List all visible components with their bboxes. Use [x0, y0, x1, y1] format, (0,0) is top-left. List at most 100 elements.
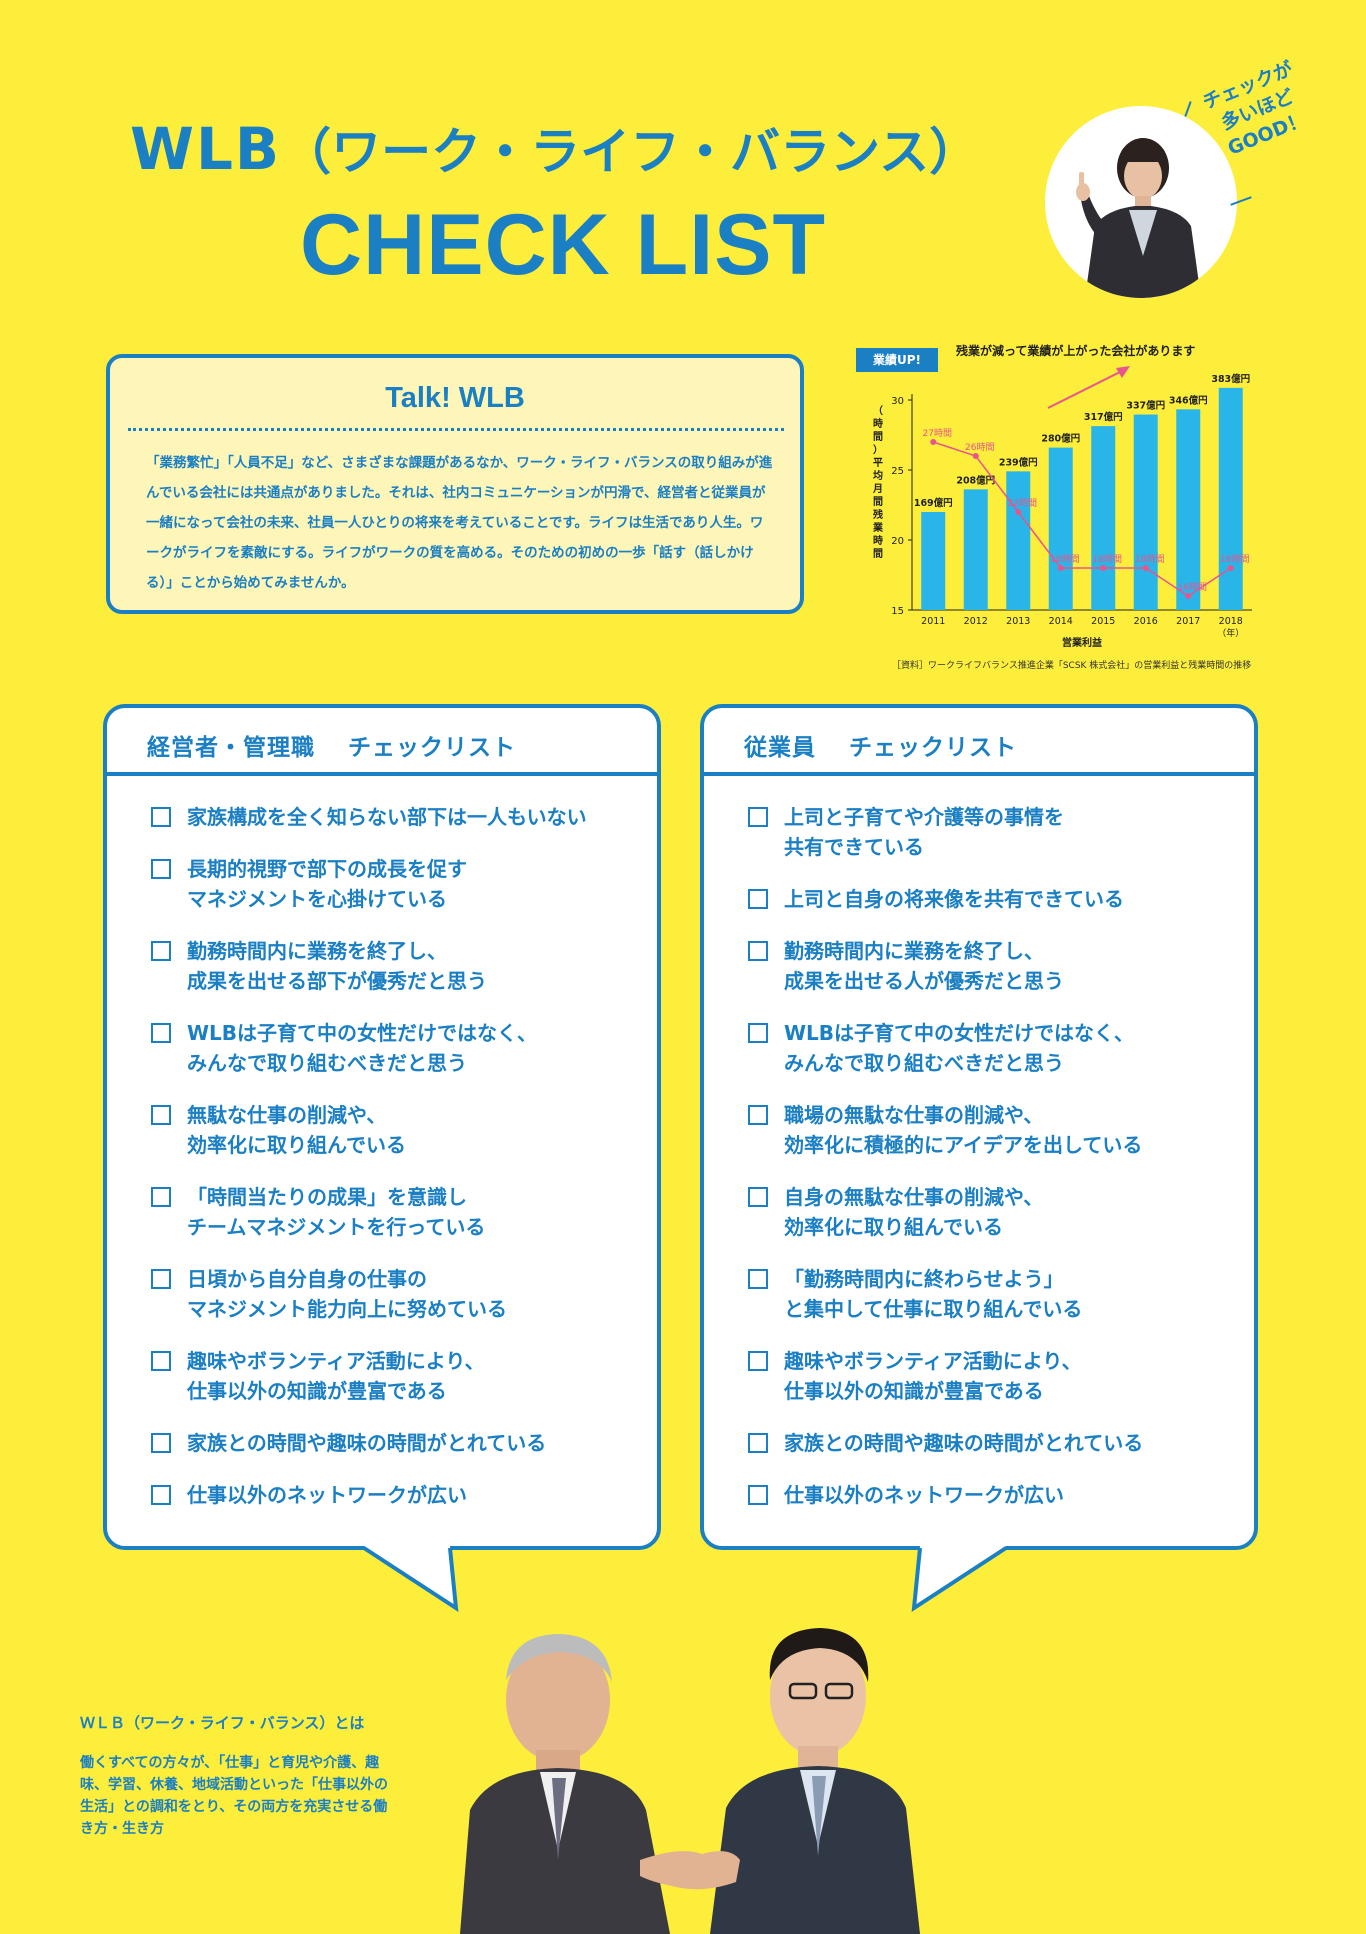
trend-arrow-head	[1116, 366, 1130, 378]
manager-checklist-item[interactable]: WLBは子育て中の女性だけではなく、 みんなで取り組むべきだと思う	[151, 1018, 651, 1078]
checklist-item-label: 自身の無駄な仕事の削減や、 効率化に取り組んでいる	[784, 1185, 1044, 1239]
manager-checklist-heading: 経営者・管理職 チェックリスト	[147, 735, 517, 761]
badge-caption: チェックが 多いほど GOOD！	[1178, 48, 1337, 173]
checkbox[interactable]	[748, 1105, 768, 1125]
checkbox[interactable]	[748, 1351, 768, 1371]
checklist-item-label: 勤務時間内に業務を終了し、 成果を出せる部下が優秀だと思う	[187, 939, 487, 993]
manager-checklist-header: 経営者・管理職 チェックリスト	[107, 708, 657, 776]
checkbox[interactable]	[151, 859, 171, 879]
profit-bar	[963, 489, 988, 610]
employee-checklist-panel: 従業員 チェックリスト 上司と子育てや介護等の事情を 共有できている上司と自身の…	[700, 704, 1258, 1550]
checkbox[interactable]	[748, 889, 768, 909]
checkbox[interactable]	[151, 1023, 171, 1043]
manager-checklist-item[interactable]: 仕事以外のネットワークが広い	[151, 1480, 651, 1510]
employee-checklist-heading: 従業員 チェックリスト	[744, 735, 1018, 761]
overtime-point	[1142, 565, 1149, 571]
checkbox[interactable]	[748, 1023, 768, 1043]
employee-checklist-item[interactable]: 「勤務時間内に終わらせよう」 と集中して仕事に取り組んでいる	[748, 1264, 1248, 1324]
checkbox[interactable]	[151, 807, 171, 827]
x-tick-label: 2013	[1006, 616, 1030, 627]
checkbox[interactable]	[151, 1433, 171, 1453]
checkbox[interactable]	[151, 1105, 171, 1125]
y-axis-label-char: 月	[872, 483, 883, 495]
y-tick-label: 15	[891, 606, 904, 617]
y-axis-label-char: 間	[873, 496, 883, 508]
employee-checklist-item[interactable]: 勤務時間内に業務を終了し、 成果を出せる人が優秀だと思う	[748, 936, 1248, 996]
chart: 業績UP! 残業が減って業績が上がった会社があります 15 20 25 30 （時間）平…	[856, 338, 1256, 678]
checkbox[interactable]	[748, 941, 768, 961]
wlb-definition-body: 働くすべての方々が、「仕事」と育児や介護、趣味、学習、休養、地域活動といった「仕…	[80, 1755, 388, 1837]
overtime-line	[933, 441, 1232, 597]
x-tick-label: 2014	[1049, 616, 1073, 627]
title-main: WLB	[130, 115, 282, 183]
checklist-item-label: WLBは子育て中の女性だけではなく、 みんなで取り組むべきだと思う	[784, 1021, 1135, 1075]
manager-checklist-item[interactable]: 「時間当たりの成果」を意識し チームマネジメントを行っている	[151, 1182, 651, 1242]
checkbox[interactable]	[151, 1351, 171, 1371]
manager-checklist-item[interactable]: 無駄な仕事の削減や、 効率化に取り組んでいる	[151, 1100, 651, 1160]
checkbox[interactable]	[748, 1433, 768, 1453]
checklist-item-label: 「勤務時間内に終わらせよう」 と集中して仕事に取り組んでいる	[784, 1267, 1083, 1321]
title-sub: （ワーク・ライフ・バランス）	[281, 123, 980, 181]
checkbox[interactable]	[151, 941, 171, 961]
y-axis-label-char: 間	[873, 431, 883, 443]
profit-bar	[1091, 426, 1116, 610]
checklist-item-label: 無駄な仕事の削減や、 効率化に取り組んでいる	[187, 1103, 406, 1157]
chart-source: ［資料］ワークライフバランス推進企業「SCSK 株式会社」の営業利益と残業時間の…	[892, 661, 1252, 671]
overtime-point-label: 18時間	[1135, 554, 1164, 565]
manager-checklist-item[interactable]: 勤務時間内に業務を終了し、 成果を出せる部下が優秀だと思う	[151, 936, 651, 996]
overtime-point-label: 18時間	[1220, 554, 1249, 565]
manager-checklist-item[interactable]: 家族構成を全く知らない部下は一人もいない	[151, 802, 651, 832]
checkbox[interactable]	[151, 1187, 171, 1207]
checklist-item-label: 家族構成を全く知らない部下は一人もいない	[187, 805, 587, 829]
checklist-item-label: 趣味やボランティア活動により、 仕事以外の知識が豊富である	[187, 1349, 485, 1403]
overtime-point	[1185, 593, 1192, 599]
employee-checklist-item[interactable]: 趣味やボランティア活動により、 仕事以外の知識が豊富である	[748, 1346, 1248, 1406]
checkbox[interactable]	[748, 1269, 768, 1289]
checkbox[interactable]	[748, 1187, 768, 1207]
x-tick-label: 2017	[1176, 616, 1200, 627]
overtime-point-label: 26時間	[965, 442, 994, 453]
y-tick-label: 20	[891, 536, 904, 547]
checklist-item-label: 長期的視野で部下の成長を促す マネジメントを心掛けている	[187, 857, 467, 911]
profit-bar-label: 208億円	[956, 474, 995, 486]
y-tick-label: 25	[891, 466, 904, 477]
employee-checklist-item[interactable]: 上司と子育てや介護等の事情を 共有できている	[748, 802, 1248, 862]
checklist-item-label: 上司と自身の将来像を共有できている	[784, 887, 1124, 911]
manager-checklist-item[interactable]: 長期的視野で部下の成長を促す マネジメントを心掛けている	[151, 854, 651, 914]
manager-checklist-item[interactable]: 日頃から自分自身の仕事の マネジメント能力向上に努めている	[151, 1264, 651, 1324]
manager-checklist-item[interactable]: 家族との時間や趣味の時間がとれている	[151, 1428, 651, 1458]
y-axis-label-char: （	[873, 404, 883, 417]
wlb-definition-title: ＷＬＢ（ワーク・ライフ・バランス）とは	[80, 1714, 365, 1732]
x-axis-label: 営業利益	[1062, 636, 1102, 649]
checklist-item-label: 家族との時間や趣味の時間がとれている	[784, 1431, 1144, 1455]
x-tick-label: 2016	[1134, 616, 1158, 627]
employee-checklist-item[interactable]: 職場の無駄な仕事の削減や、 効率化に積極的にアイデアを出している	[748, 1100, 1248, 1160]
employee-checklist-item[interactable]: WLBは子育て中の女性だけではなく、 みんなで取り組むべきだと思う	[748, 1018, 1248, 1078]
checkbox[interactable]	[748, 807, 768, 827]
checkbox[interactable]	[151, 1269, 171, 1289]
y-axis-label-char: 間	[873, 548, 883, 560]
checklist-item-label: 日頃から自分自身の仕事の マネジメント能力向上に努めている	[187, 1267, 507, 1321]
checkbox[interactable]	[748, 1485, 768, 1505]
y-axis-label-char: ）	[873, 443, 883, 456]
profit-bar-label: 280億円	[1041, 433, 1080, 445]
overtime-point	[930, 439, 937, 445]
profit-bar-label: 317億円	[1084, 411, 1123, 423]
employee-checklist-item[interactable]: 自身の無駄な仕事の削減や、 効率化に取り組んでいる	[748, 1182, 1248, 1242]
employee-checklist-item[interactable]: 仕事以外のネットワークが広い	[748, 1480, 1248, 1510]
profit-bar-label: 383億円	[1211, 373, 1250, 385]
profit-bar	[1218, 387, 1243, 610]
overtime-point-label: 22時間	[1008, 498, 1037, 509]
x-tick-label: 2018	[1219, 616, 1243, 627]
checkbox[interactable]	[151, 1485, 171, 1505]
manager-checklist-item[interactable]: 趣味やボランティア活動により、 仕事以外の知識が豊富である	[151, 1346, 651, 1406]
chart-headline: 残業が減って業績が上がった会社があります	[956, 344, 1196, 358]
page-title-line1: WLB（ワーク・ライフ・バランス）	[130, 112, 1030, 184]
employee-checklist-header: 従業員 チェックリスト	[704, 708, 1254, 776]
x-tick-label: 2012	[964, 616, 988, 627]
employee-checklist-item[interactable]: 家族との時間や趣味の時間がとれている	[748, 1428, 1248, 1458]
employee-checklist-item[interactable]: 上司と自身の将来像を共有できている	[748, 884, 1248, 914]
checklist-item-label: 仕事以外のネットワークが広い	[784, 1483, 1064, 1507]
checklist-item-label: 勤務時間内に業務を終了し、 成果を出せる人が優秀だと思う	[784, 939, 1064, 993]
manager-checklist: 家族構成を全く知らない部下は一人もいない長期的視野で部下の成長を促す マネジメン…	[151, 802, 651, 1532]
